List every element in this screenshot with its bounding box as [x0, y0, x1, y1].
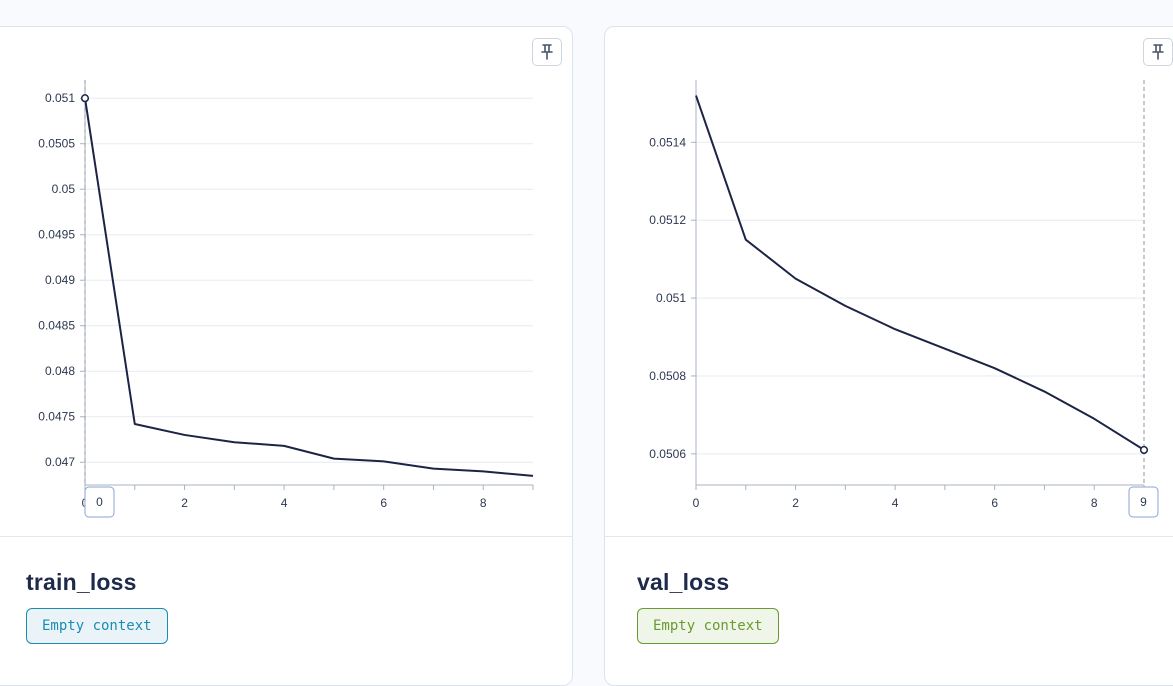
y-tick-label: 0.05 [52, 182, 76, 196]
cursor-x-value: 0 [96, 495, 103, 509]
panel-divider [0, 536, 572, 537]
y-tick-label: 0.0505 [38, 137, 75, 151]
cursor-x-value-box [1128, 486, 1159, 518]
x-tick-label: 2 [792, 496, 799, 510]
x-tick-label: 6 [991, 496, 998, 510]
y-tick-label: 0.051 [656, 291, 686, 305]
pin-button[interactable] [532, 38, 562, 66]
y-tick-label: 0.0508 [649, 369, 686, 383]
y-tick-label: 0.048 [45, 364, 75, 378]
y-tick-label: 0.047 [45, 455, 75, 469]
x-tick-label: 6 [380, 496, 387, 510]
y-tick-label: 0.0495 [38, 228, 75, 242]
cursor-x-value-box [84, 486, 115, 518]
x-tick-label: 8 [480, 496, 487, 510]
pin-icon [1152, 44, 1164, 60]
y-tick-label: 0.051 [45, 91, 75, 105]
y-tick-label: 0.0506 [649, 447, 686, 461]
context-badge[interactable]: Empty context [637, 608, 779, 644]
y-tick-label: 0.0514 [649, 135, 686, 149]
panel-divider [605, 536, 1173, 537]
chart-panel-train-loss: train_loss Empty context [0, 26, 573, 686]
hover-point [80, 94, 90, 103]
chart-0: 0.051 0.0505 0.05 0.0495 0.049 0.0485 0.048 0.0… [38, 80, 534, 518]
pin-icon [541, 44, 553, 60]
x-tick-label: 2 [181, 496, 188, 510]
chart-1: 0.0514 0.0512 0.051 0.0508 0.0506 0 2 4 6 8 9 [649, 80, 1159, 518]
x-tick-label: 8 [1091, 496, 1098, 510]
x-tick-label: 4 [281, 496, 288, 510]
metric-title: val_loss [637, 569, 730, 595]
y-tick-label: 0.049 [45, 273, 75, 287]
metric-title: train_loss [26, 569, 137, 595]
context-badge[interactable]: Empty context [26, 608, 168, 644]
x-tick-label: 4 [892, 496, 899, 510]
pin-button[interactable] [1143, 38, 1173, 66]
series-line [84, 98, 534, 477]
series-line [695, 95, 1145, 451]
y-tick-label: 0.0485 [38, 319, 75, 333]
x-tick-label: 0 [693, 496, 700, 510]
cursor-x-value: 9 [1140, 495, 1147, 509]
y-tick-label: 0.0512 [649, 213, 686, 227]
y-tick-label: 0.0475 [38, 410, 75, 424]
hover-point [1139, 445, 1149, 455]
